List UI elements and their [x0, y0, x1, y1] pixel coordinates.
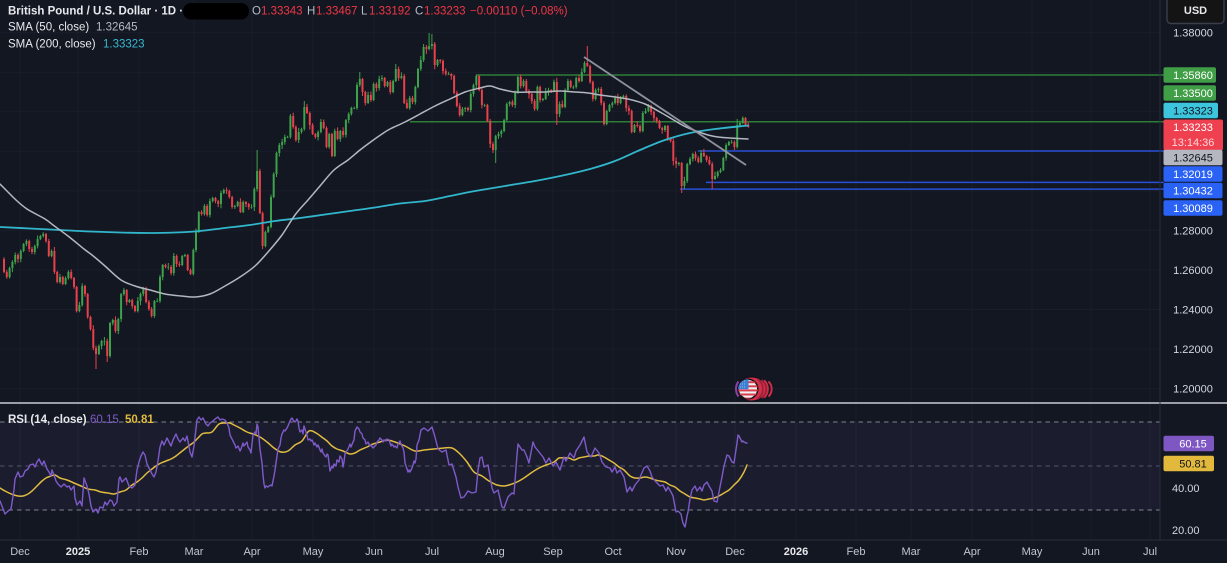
svg-text:Jun: Jun: [365, 546, 383, 558]
svg-text:1.33323: 1.33323: [1173, 105, 1213, 117]
svg-text:Aug: Aug: [485, 546, 505, 558]
svg-text:1.33233: 1.33233: [1173, 122, 1213, 134]
svg-text:50.81: 50.81: [1179, 458, 1207, 470]
svg-text:1.35860: 1.35860: [1173, 70, 1213, 82]
svg-text:Jun: Jun: [1082, 546, 1100, 558]
svg-text:1.22000: 1.22000: [1173, 344, 1213, 356]
svg-text:Mar: Mar: [902, 546, 921, 558]
svg-text:1.32645: 1.32645: [96, 22, 138, 34]
svg-text:SMA (200, close): SMA (200, close): [8, 39, 96, 51]
svg-text:1.33343: 1.33343: [261, 6, 303, 18]
svg-text:Sep: Sep: [543, 546, 563, 558]
svg-text:Feb: Feb: [847, 546, 866, 558]
svg-text:1.26000: 1.26000: [1173, 265, 1213, 277]
svg-text:1.33500: 1.33500: [1173, 88, 1213, 100]
svg-text:50.81: 50.81: [125, 414, 154, 426]
svg-text:SMA (50, close): SMA (50, close): [8, 22, 89, 34]
svg-text:1.32645: 1.32645: [1173, 152, 1213, 164]
svg-text:60.15: 60.15: [90, 414, 119, 426]
svg-text:1.30089: 1.30089: [1173, 203, 1213, 215]
svg-text:1.30432: 1.30432: [1173, 185, 1213, 197]
svg-text:May: May: [1022, 546, 1043, 558]
svg-text:40.00: 40.00: [1172, 483, 1200, 495]
svg-text:USD: USD: [1184, 5, 1207, 17]
svg-text:H: H: [307, 6, 315, 18]
svg-text:O: O: [252, 6, 261, 18]
svg-text:−0.00110 (−0.08%): −0.00110 (−0.08%): [470, 6, 568, 18]
svg-text:Apr: Apr: [243, 546, 260, 558]
svg-text:Jul: Jul: [1143, 546, 1157, 558]
svg-text:1.20000: 1.20000: [1173, 384, 1213, 396]
svg-text:Apr: Apr: [963, 546, 980, 558]
svg-text:Dec: Dec: [725, 546, 745, 558]
svg-text:Jul: Jul: [425, 546, 439, 558]
svg-text:20.00: 20.00: [1172, 525, 1200, 537]
svg-text:13:14:36: 13:14:36: [1172, 137, 1215, 149]
svg-text:Feb: Feb: [130, 546, 149, 558]
svg-text:1.33467: 1.33467: [316, 6, 358, 18]
svg-text:2026: 2026: [784, 546, 808, 558]
svg-text:RSI (14, close): RSI (14, close): [8, 414, 87, 426]
svg-text:2025: 2025: [66, 546, 90, 558]
svg-text:1.33323: 1.33323: [103, 39, 145, 51]
svg-text:1.33233: 1.33233: [424, 6, 466, 18]
svg-text:1.33192: 1.33192: [369, 6, 411, 18]
svg-text:1.28000: 1.28000: [1173, 225, 1213, 237]
svg-text:British Pound / U.S. Dollar ·: British Pound / U.S. Dollar · 1D ·: [8, 6, 183, 18]
svg-text:L: L: [361, 6, 368, 18]
svg-text:May: May: [303, 546, 324, 558]
svg-text:C: C: [415, 6, 423, 18]
svg-text:Nov: Nov: [666, 546, 686, 558]
svg-text:Mar: Mar: [185, 546, 204, 558]
svg-text:Oct: Oct: [604, 546, 621, 558]
svg-text:60.15: 60.15: [1179, 438, 1207, 450]
svg-text:1.24000: 1.24000: [1173, 304, 1213, 316]
svg-text:1.38000: 1.38000: [1173, 28, 1213, 40]
svg-text:1.32019: 1.32019: [1173, 169, 1213, 181]
svg-text:Dec: Dec: [10, 546, 30, 558]
